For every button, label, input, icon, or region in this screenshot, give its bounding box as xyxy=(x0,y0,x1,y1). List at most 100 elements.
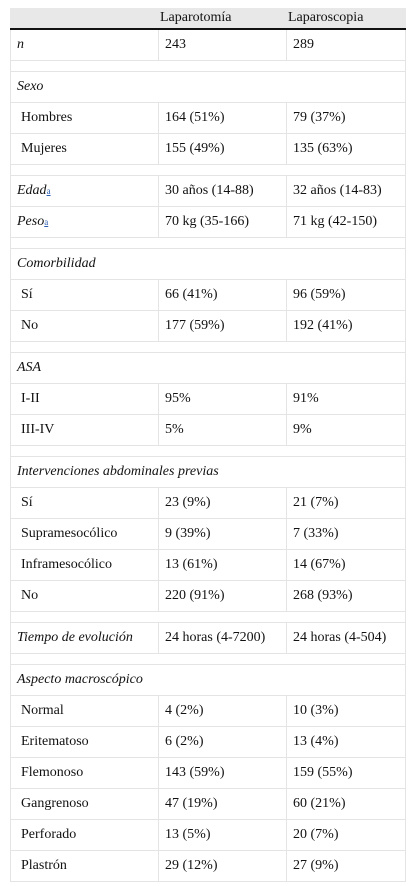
row-label: Comorbilidad xyxy=(11,249,407,279)
value-cell: 268 (93%) xyxy=(286,581,407,611)
row-label: Inframesocólico xyxy=(11,550,158,580)
spacer xyxy=(10,238,406,249)
section-row: Sexo xyxy=(10,72,406,103)
value-cell: 32 años (14-83) xyxy=(286,176,407,206)
column-header: Laparoscopia xyxy=(288,10,364,25)
sub-row: No 220 (91%) 268 (93%) xyxy=(10,581,406,612)
spacer xyxy=(10,612,406,623)
value-cell: 9 (39%) xyxy=(158,519,286,549)
spacer xyxy=(10,446,406,457)
value-cell: 9% xyxy=(286,415,407,445)
sub-row: Normal 4 (2%) 10 (3%) xyxy=(10,696,406,727)
label-text: Sexo xyxy=(17,79,44,94)
value-cell: 95% xyxy=(158,384,286,414)
section-row: Edad a 30 años (14-88) 32 años (14-83) xyxy=(10,176,406,207)
table: Laparotomía Laparoscopia n 243 289 Sexo Hombre… xyxy=(10,8,406,884)
value-cell: 20 (7%) xyxy=(286,820,407,850)
footnote-ref[interactable]: a xyxy=(46,186,51,196)
value-cell: 30 años (14-88) xyxy=(158,176,286,206)
row-label: ASA xyxy=(11,353,407,383)
row-label: Mujeres xyxy=(11,134,158,164)
value-cell: 13 (4%) xyxy=(286,727,407,757)
row-label: Eritematoso xyxy=(11,727,158,757)
sub-row: Mujeres 155 (49%) 135 (63%) xyxy=(10,134,406,165)
value-cell: 60 (21%) xyxy=(286,789,407,819)
value-cell: 71 kg (42-150) xyxy=(286,207,407,237)
sub-row: Gangrenoso 47 (19%) 60 (21%) xyxy=(10,789,406,820)
row-label: Hombres xyxy=(11,103,158,133)
label-text: Plastrón xyxy=(21,858,67,873)
label-text: I-II xyxy=(21,391,40,406)
sub-row: No 177 (59%) 192 (41%) xyxy=(10,311,406,342)
sub-row: Eritematoso 6 (2%) 13 (4%) xyxy=(10,727,406,758)
row-label: III-IV xyxy=(11,415,158,445)
row-label: Normal xyxy=(11,696,158,726)
label-text: Mujeres xyxy=(21,141,67,156)
value-cell: 220 (91%) xyxy=(158,581,286,611)
row-label: Tiempo de evolución xyxy=(11,623,158,653)
label-text: Perforado xyxy=(21,827,77,842)
value-cell: 23 (9%) xyxy=(158,488,286,518)
row-label: Sexo xyxy=(11,72,407,102)
label-text: Flemonoso xyxy=(21,765,84,780)
sub-row: Sí 23 (9%) 21 (7%) xyxy=(10,488,406,519)
label-text: Edad xyxy=(17,183,47,198)
sub-row: Supramesocólico 9 (39%) 7 (33%) xyxy=(10,519,406,550)
section-row: n 243 289 xyxy=(10,30,406,61)
section-row: Aspecto macroscópico xyxy=(10,665,406,696)
value-cell: 66 (41%) xyxy=(158,280,286,310)
value-cell: 47 (19%) xyxy=(158,789,286,819)
label-text: Sí xyxy=(21,495,33,510)
label-text: Gangrenoso xyxy=(21,796,89,811)
row-label: Sí xyxy=(11,488,158,518)
label-text: Comorbilidad xyxy=(17,256,96,271)
value-cell: 10 (3%) xyxy=(286,696,407,726)
label-text: Peso xyxy=(17,214,45,229)
sub-row: Sí 66 (41%) 96 (59%) xyxy=(10,280,406,311)
value-cell: 24 horas (4-504) xyxy=(286,623,407,653)
value-cell: 6 (2%) xyxy=(158,727,286,757)
sub-row: Hombres 164 (51%) 79 (37%) xyxy=(10,103,406,134)
value-cell: 164 (51%) xyxy=(158,103,286,133)
label-text: No xyxy=(21,318,39,333)
section-row: ASA xyxy=(10,353,406,384)
label-text: Inframesocólico xyxy=(21,557,112,572)
sub-row: Inframesocólico 13 (61%) 14 (67%) xyxy=(10,550,406,581)
row-label: n xyxy=(11,30,158,60)
sub-row: Plastrón 29 (12%) 27 (9%) xyxy=(10,851,406,882)
sub-row: Perforado 13 (5%) 20 (7%) xyxy=(10,820,406,851)
label-text: Normal xyxy=(21,703,64,718)
value-cell: 7 (33%) xyxy=(286,519,407,549)
value-cell: 135 (63%) xyxy=(286,134,407,164)
value-cell: 192 (41%) xyxy=(286,311,407,341)
value-cell: 29 (12%) xyxy=(158,851,286,881)
label-text: Hombres xyxy=(21,110,73,125)
row-label: Sí xyxy=(11,280,158,310)
value-cell: 243 xyxy=(158,30,286,60)
row-label: Perforado xyxy=(11,820,158,850)
value-cell: 159 (55%) xyxy=(286,758,407,788)
value-cell: 177 (59%) xyxy=(158,311,286,341)
header-row: Laparotomía Laparoscopia xyxy=(10,8,406,30)
sub-row: Flemonoso 143 (59%) 159 (55%) xyxy=(10,758,406,789)
label-text: Aspecto macroscópico xyxy=(17,672,143,687)
row-label: Plastrón xyxy=(11,851,158,881)
row-label: Edad a xyxy=(11,176,158,206)
spacer xyxy=(10,342,406,353)
label-text: Sí xyxy=(21,287,33,302)
label-text: Eritematoso xyxy=(21,734,89,749)
value-cell: 79 (37%) xyxy=(286,103,407,133)
value-cell: 5% xyxy=(158,415,286,445)
label-text: No xyxy=(21,588,39,603)
value-cell: 70 kg (35-166) xyxy=(158,207,286,237)
footnote-ref[interactable]: a xyxy=(44,217,49,227)
section-row: Intervenciones abdominales previas xyxy=(10,457,406,488)
value-cell: 24 horas (4-7200) xyxy=(158,623,286,653)
row-label: Intervenciones abdominales previas xyxy=(11,457,407,487)
spacer xyxy=(10,61,406,72)
row-label: No xyxy=(11,311,158,341)
value-cell: 13 (61%) xyxy=(158,550,286,580)
label-text: n xyxy=(17,37,24,52)
row-label: Gangrenoso xyxy=(11,789,158,819)
